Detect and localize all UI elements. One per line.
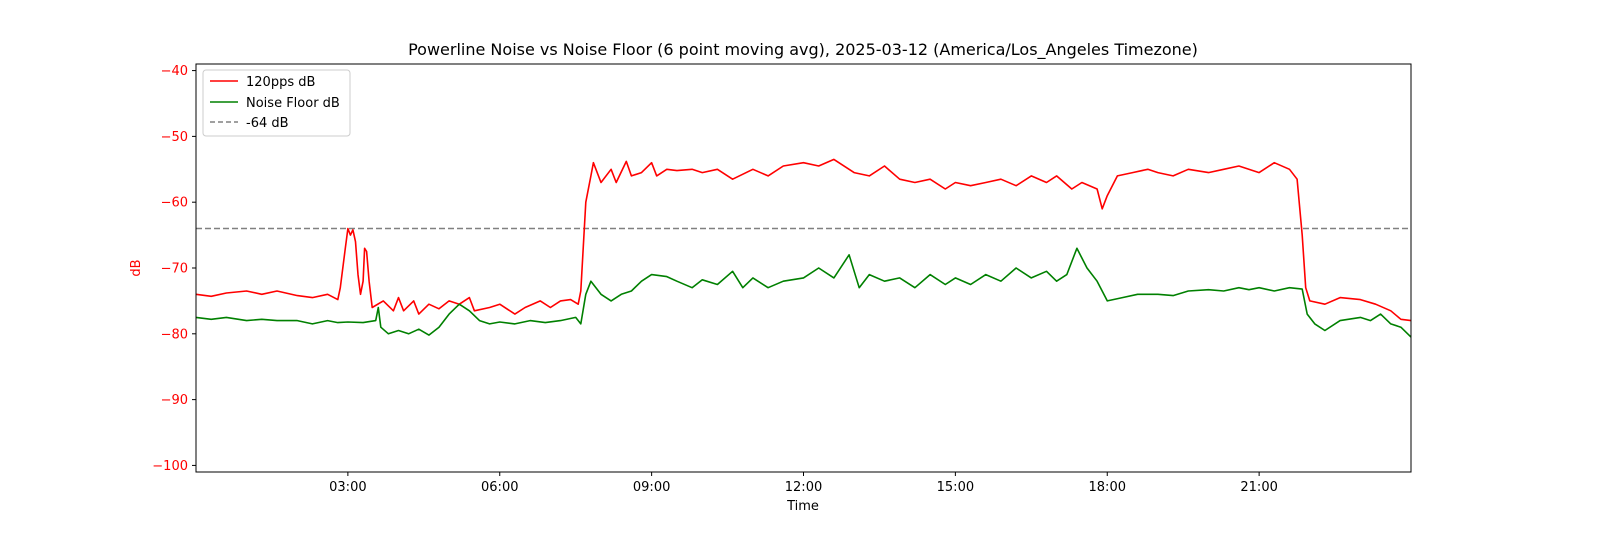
x-tick-label: 21:00 <box>1240 480 1277 495</box>
y-tick-label: −100 <box>152 459 188 474</box>
y-axis-label: dB <box>129 259 144 276</box>
x-tick-label: 06:00 <box>481 480 518 495</box>
x-tick-label: 03:00 <box>329 480 366 495</box>
legend-label-noise-floor: Noise Floor dB <box>246 96 340 111</box>
y-tick-label: −70 <box>161 262 188 277</box>
y-tick-label: −50 <box>161 130 188 145</box>
series-line-120pps <box>195 158 1412 322</box>
legend-label-120pps: 120pps dB <box>246 75 315 90</box>
y-tick-label: −90 <box>161 393 188 408</box>
chart-title: Powerline Noise vs Noise Floor (6 point … <box>408 40 1198 60</box>
legend-label-reference: -64 dB <box>246 116 289 131</box>
y-axis: −40 −50 −60 −70 −80 −90 −100 <box>152 64 196 474</box>
x-tick-label: 18:00 <box>1089 480 1126 495</box>
x-tick-label: 15:00 <box>937 480 974 495</box>
series-line-noise-floor <box>195 247 1412 338</box>
plot-background <box>196 64 1411 472</box>
y-tick-label: −60 <box>161 196 188 211</box>
y-tick-label: −80 <box>161 327 188 342</box>
x-tick-label: 09:00 <box>633 480 670 495</box>
y-tick-label: −40 <box>161 64 188 79</box>
plot-area <box>195 63 1412 473</box>
x-axis: 03:00 06:00 09:00 12:00 15:00 18:00 21:00 <box>329 472 1278 495</box>
series-layer <box>195 158 1412 338</box>
x-axis-label: Time <box>786 499 819 514</box>
x-tick-label: 12:00 <box>785 480 822 495</box>
legend-box <box>202 69 351 137</box>
legend: 120pps dB Noise Floor dB -64 dB <box>202 69 351 137</box>
